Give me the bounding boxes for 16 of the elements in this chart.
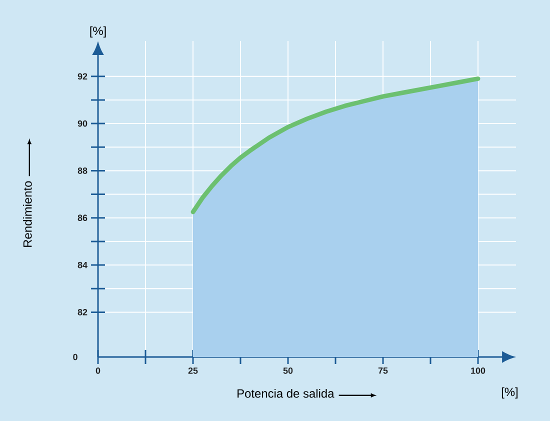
text: [%] (90, 26, 106, 38)
y-tick-label: 88 (78, 168, 88, 174)
y-tick-label: 82 (78, 309, 88, 316)
x-tick-label: 50 (283, 367, 293, 374)
y-tick-label: 86 (78, 214, 88, 222)
y-axis-title: Rendimiento (23, 181, 32, 247)
text: [%] (502, 387, 518, 399)
y-tick-label: 92 (78, 73, 88, 80)
text: 0 (73, 354, 78, 360)
x-tick-label: 75 (378, 367, 388, 374)
y-tick-label: 84 (78, 262, 88, 268)
x-tick-label: 0 (96, 367, 100, 374)
x-tick-label: 100 (471, 367, 486, 374)
y-tick-label: 90 (78, 120, 88, 127)
x-tick-label: 25 (188, 367, 198, 374)
x-axis-title: Potencia de salida (238, 388, 334, 398)
